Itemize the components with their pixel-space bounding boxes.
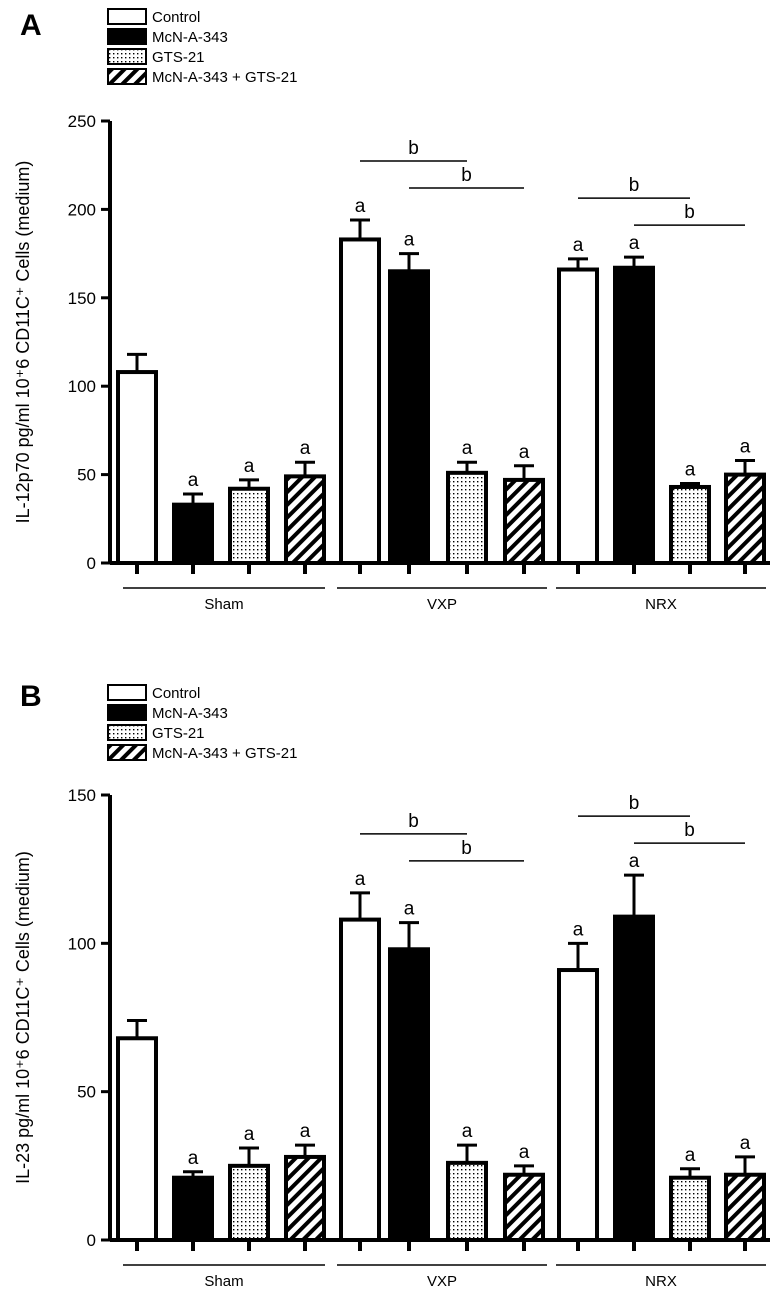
significance-letter: a <box>629 851 640 872</box>
bar-mcn-a-343-vxp <box>388 947 430 1242</box>
bracket-label: b <box>629 175 640 196</box>
y-tick-label: 100 <box>68 934 96 953</box>
legend-label-gts-21: GTS-21 <box>152 49 205 66</box>
bar-mcn-a-343-vxp <box>388 269 430 565</box>
legend-swatch-mcn-a-343-gts-21 <box>107 68 147 85</box>
legend-swatch-control <box>107 684 147 701</box>
significance-letter: a <box>404 899 415 920</box>
significance-letter: a <box>519 1142 530 1163</box>
bar-mcn-a-343-nrx <box>613 914 655 1243</box>
legend: Control McN-A-343 GTS-21 McN-A-343 + GTS-21 <box>107 8 297 86</box>
significance-letter: a <box>244 1124 255 1145</box>
bar-mcn-a-343-gts-21-nrx <box>724 1172 766 1242</box>
bar-mcn-a-343-gts-21-vxp <box>503 477 545 565</box>
legend-swatch-control <box>107 8 147 25</box>
significance-letter: a <box>188 1148 199 1169</box>
significance-letter: a <box>685 459 696 480</box>
y-axis-label: IL-23 pg/ml 10⁺6 CD11C⁺ Cells (medium) <box>13 851 33 1184</box>
y-tick-label: 50 <box>77 466 96 485</box>
bar-control-sham <box>116 370 158 565</box>
bar-mcn-a-343-nrx <box>613 265 655 565</box>
significance-letter: a <box>244 456 255 477</box>
y-tick-label: 0 <box>87 1231 96 1250</box>
significance-letter: a <box>300 1121 311 1142</box>
significance-letter: a <box>300 438 311 459</box>
bar-gts-21-vxp <box>446 1160 488 1243</box>
significance-letter: a <box>573 919 584 940</box>
significance-letter: a <box>462 1121 473 1142</box>
significance-letter: a <box>188 470 199 491</box>
legend-swatch-mcn-a-343-gts-21 <box>107 744 147 761</box>
legend-swatch-gts-21 <box>107 48 147 65</box>
group-label-vxp: VXP <box>427 1273 457 1290</box>
legend-label-gts-21: GTS-21 <box>152 725 205 742</box>
bar-gts-21-nrx <box>669 484 711 566</box>
y-tick-label: 150 <box>68 786 96 805</box>
bracket-label: b <box>684 202 695 223</box>
group-label-sham: Sham <box>204 1273 243 1290</box>
bracket-label: b <box>461 838 472 859</box>
significance-letter: a <box>355 196 366 217</box>
legend-swatch-mcn-a-343 <box>107 28 147 45</box>
significance-letter: a <box>740 436 751 457</box>
significance-letter: a <box>404 230 415 251</box>
legend-swatch-mcn-a-343 <box>107 704 147 721</box>
y-tick-label: 200 <box>68 200 96 219</box>
bar-control-sham <box>116 1036 158 1243</box>
y-tick-label: 100 <box>68 377 96 396</box>
bar-gts-21-vxp <box>446 470 488 565</box>
bar-mcn-a-343-gts-21-vxp <box>503 1172 545 1242</box>
bar-mcn-a-343-gts-21-sham <box>284 474 326 566</box>
y-tick-label: 250 <box>68 112 96 131</box>
significance-letter: a <box>462 438 473 459</box>
group-label-vxp: VXP <box>427 596 457 613</box>
bar-control-vxp <box>339 237 381 565</box>
group-label-nrx: NRX <box>645 1273 677 1290</box>
bar-control-nrx <box>557 267 599 565</box>
bracket-label: b <box>408 811 419 832</box>
significance-letter: a <box>519 442 530 463</box>
bar-mcn-a-343-gts-21-nrx <box>724 472 766 566</box>
significance-letter: a <box>355 869 366 890</box>
bar-gts-21-nrx <box>669 1175 711 1242</box>
legend-label-mcn-a-343: McN-A-343 <box>152 705 228 722</box>
legend: Control McN-A-343 GTS-21 McN-A-343 + GTS-21 <box>107 684 297 762</box>
panel-letter: B <box>20 680 42 713</box>
panel-a: A Control McN-A-343 GTS-21 McN-A-343 + GTS-2… <box>13 8 770 613</box>
bar-mcn-a-343-sham <box>172 502 214 566</box>
y-tick-label: 50 <box>77 1083 96 1102</box>
bar-gts-21-sham <box>228 486 270 565</box>
bracket-label: b <box>684 820 695 841</box>
legend-label-control: Control <box>152 9 200 26</box>
y-tick-label: 150 <box>68 289 96 308</box>
bar-control-nrx <box>557 968 599 1242</box>
y-axis-label: IL-12p70 pg/ml 10⁺6 CD11C⁺ Cells (medium… <box>13 161 33 524</box>
group-label-sham: Sham <box>204 596 243 613</box>
legend-label-control: Control <box>152 685 200 702</box>
legend-label-mcn-a-343-gts-21: McN-A-343 + GTS-21 <box>152 69 297 86</box>
bar-gts-21-sham <box>228 1163 270 1243</box>
significance-letter: a <box>685 1145 696 1166</box>
group-label-nrx: NRX <box>645 596 677 613</box>
significance-letter: a <box>629 233 640 254</box>
bracket-label: b <box>629 793 640 814</box>
bar-control-vxp <box>339 917 381 1242</box>
bar-mcn-a-343-sham <box>172 1175 214 1242</box>
significance-letter: a <box>740 1133 751 1154</box>
y-tick-label: 0 <box>87 554 96 573</box>
legend-label-mcn-a-343: McN-A-343 <box>152 29 228 46</box>
legend-swatch-gts-21 <box>107 724 147 741</box>
legend-label-mcn-a-343-gts-21: McN-A-343 + GTS-21 <box>152 745 297 762</box>
panel-letter: A <box>20 9 42 42</box>
bracket-label: b <box>408 138 419 159</box>
bracket-label: b <box>461 165 472 186</box>
bar-mcn-a-343-gts-21-sham <box>284 1154 326 1243</box>
significance-letter: a <box>573 235 584 256</box>
panel-b: B Control McN-A-343 GTS-21 McN-A-343 + GTS-2… <box>13 680 770 1290</box>
